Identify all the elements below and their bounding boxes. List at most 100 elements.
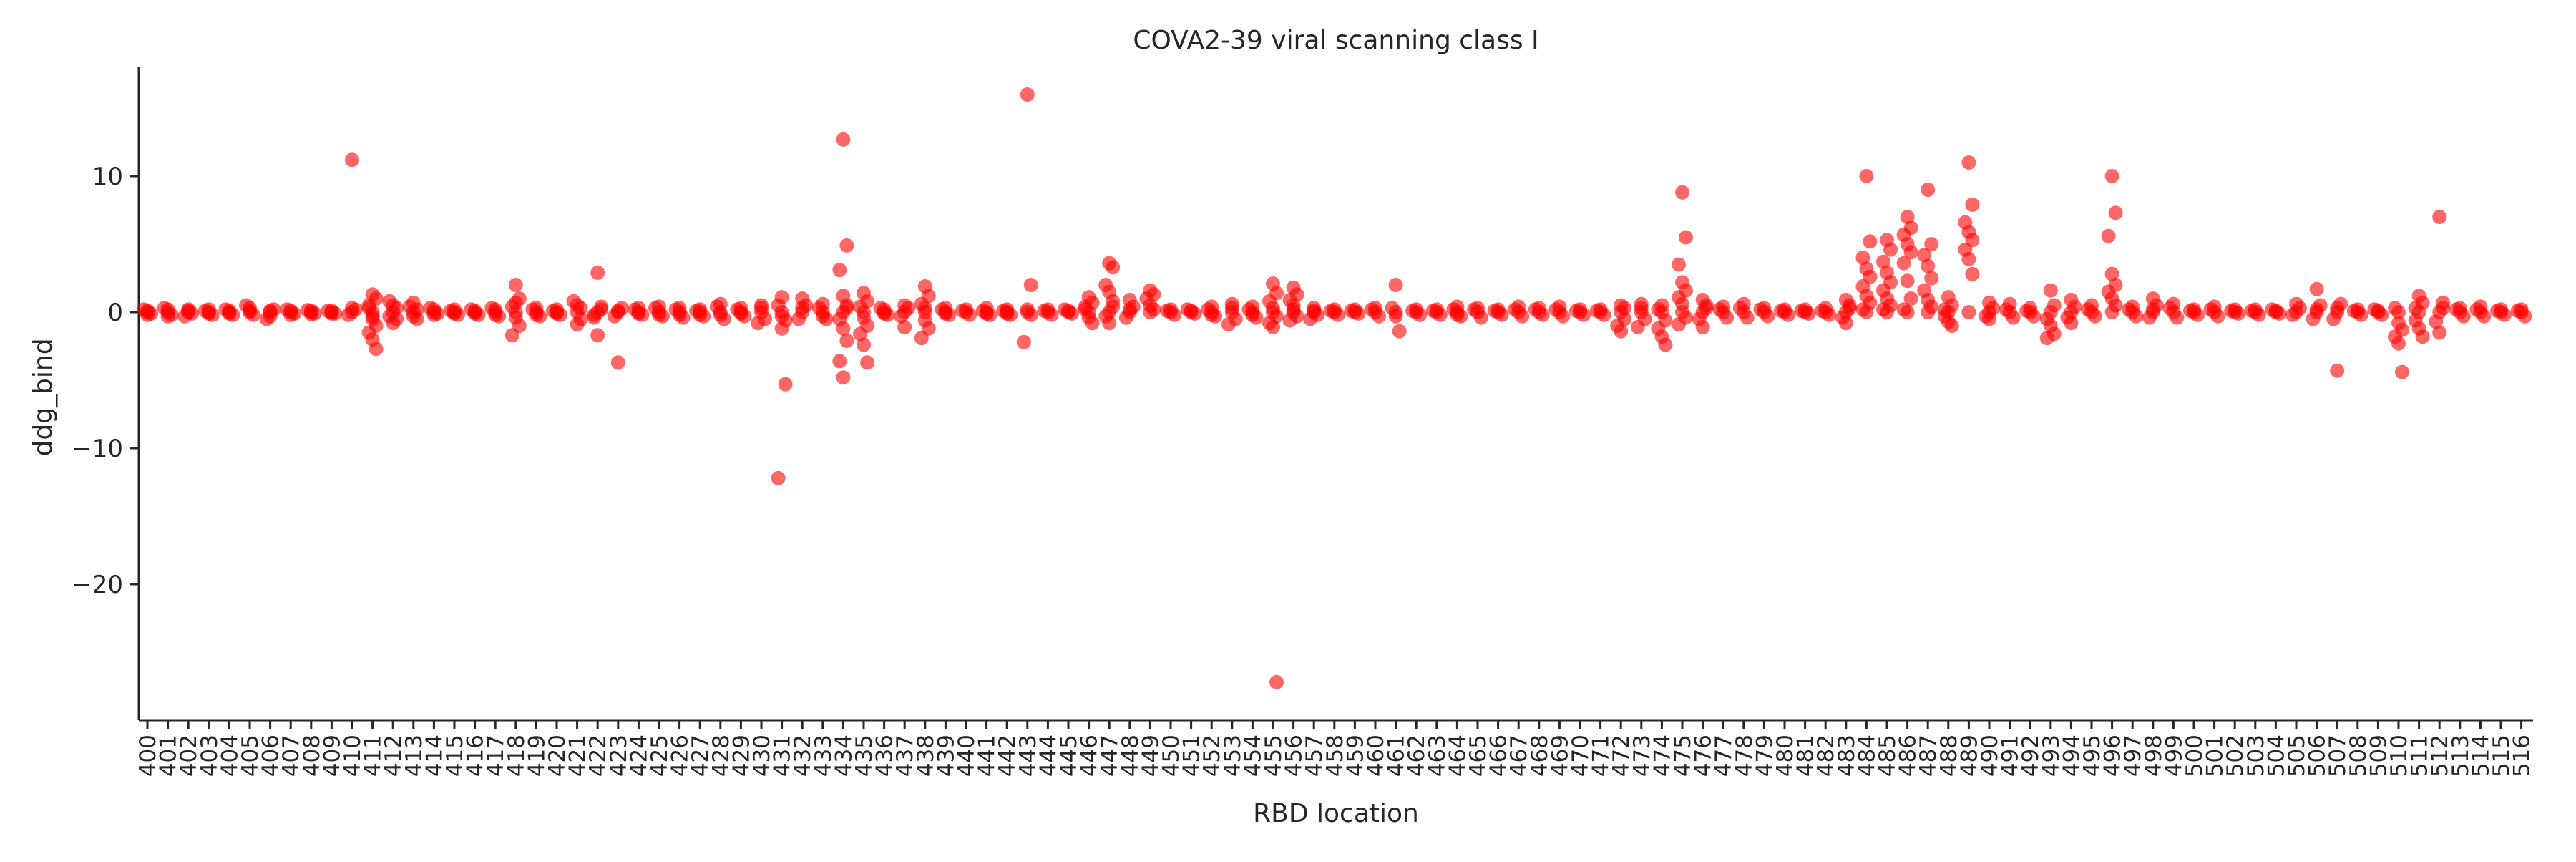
data-point bbox=[2330, 301, 2345, 316]
data-point bbox=[303, 306, 318, 321]
data-point bbox=[979, 306, 994, 321]
x-tick-label: 462 bbox=[1404, 735, 1430, 777]
data-point bbox=[2469, 302, 2484, 317]
data-point bbox=[857, 337, 871, 352]
data-point bbox=[1937, 302, 1952, 317]
data-point bbox=[529, 307, 544, 322]
x-tick-label: 465 bbox=[1465, 735, 1491, 777]
data-point bbox=[1269, 674, 1284, 689]
data-point bbox=[1102, 316, 1117, 331]
data-point bbox=[409, 302, 424, 317]
data-point bbox=[1286, 302, 1301, 317]
data-point bbox=[1900, 210, 1915, 224]
data-point bbox=[1425, 304, 1440, 319]
x-tick-label: 420 bbox=[545, 735, 570, 777]
x-tick-label: 515 bbox=[2489, 735, 2514, 777]
x-tick-label: 478 bbox=[1732, 735, 1757, 777]
data-point bbox=[369, 342, 384, 357]
data-point bbox=[2429, 314, 2444, 329]
data-point bbox=[1732, 301, 1747, 316]
x-tick-label: 450 bbox=[1158, 735, 1184, 777]
x-tick-label: 437 bbox=[892, 735, 918, 777]
data-point bbox=[1961, 305, 1976, 319]
data-point bbox=[1058, 302, 1072, 317]
data-point bbox=[2432, 210, 2447, 224]
data-point bbox=[1838, 316, 1853, 331]
x-tick-label: 473 bbox=[1629, 735, 1655, 777]
data-point bbox=[1365, 302, 1379, 317]
data-point bbox=[1000, 306, 1015, 321]
data-point bbox=[1672, 257, 1686, 272]
x-tick-label: 415 bbox=[442, 735, 468, 777]
x-tick-label: 489 bbox=[1956, 735, 1982, 777]
x-tick-label: 469 bbox=[1547, 735, 1573, 777]
data-point bbox=[1023, 307, 1038, 322]
data-point bbox=[610, 304, 625, 319]
data-point bbox=[894, 309, 909, 324]
x-tick-label: 404 bbox=[217, 735, 243, 777]
data-point bbox=[1855, 251, 1870, 265]
data-point bbox=[839, 238, 854, 253]
data-point bbox=[1589, 304, 1604, 319]
data-point bbox=[2104, 169, 2119, 183]
x-tick-label: 463 bbox=[1425, 735, 1450, 777]
data-point bbox=[160, 309, 175, 324]
x-tick-label: 416 bbox=[463, 735, 489, 777]
data-point bbox=[1679, 230, 1693, 245]
data-point bbox=[2309, 302, 2324, 317]
data-point bbox=[382, 309, 397, 324]
data-point bbox=[1815, 304, 1830, 319]
data-point bbox=[2510, 304, 2525, 319]
data-point bbox=[610, 355, 625, 370]
data-point bbox=[2388, 301, 2402, 316]
data-point bbox=[1569, 304, 1584, 319]
data-point bbox=[1921, 183, 1936, 197]
x-tick-label: 439 bbox=[933, 735, 959, 777]
data-point bbox=[181, 302, 196, 317]
x-tick-label: 443 bbox=[1015, 735, 1041, 777]
data-point bbox=[1672, 317, 1686, 332]
x-tick-label: 475 bbox=[1670, 735, 1696, 777]
x-tick-label: 466 bbox=[1486, 735, 1512, 777]
x-tick-label: 448 bbox=[1118, 735, 1143, 777]
x-tick-label: 451 bbox=[1179, 735, 1205, 777]
data-point bbox=[754, 301, 769, 316]
data-point bbox=[955, 304, 970, 319]
data-point bbox=[263, 304, 278, 319]
x-tick-label: 495 bbox=[2079, 735, 2105, 777]
data-point bbox=[1450, 307, 1465, 322]
data-point bbox=[1695, 319, 1710, 334]
data-point bbox=[1961, 251, 1976, 266]
x-tick-label: 485 bbox=[1875, 735, 1901, 777]
data-point bbox=[795, 301, 810, 316]
x-tick-label: 505 bbox=[2284, 735, 2310, 777]
x-tick-label: 472 bbox=[1609, 735, 1634, 777]
data-point bbox=[1651, 302, 1666, 317]
x-tick-label: 411 bbox=[361, 735, 386, 777]
x-tick-label: 438 bbox=[913, 735, 939, 777]
data-point bbox=[1617, 301, 1632, 316]
data-point bbox=[467, 306, 482, 321]
y-tick-label: 10 bbox=[92, 163, 123, 191]
data-point bbox=[2326, 311, 2341, 326]
data-point bbox=[815, 309, 830, 324]
data-point bbox=[587, 307, 602, 322]
data-point bbox=[2108, 205, 2123, 221]
x-tick-label: 479 bbox=[1752, 735, 1777, 777]
x-tick-label: 433 bbox=[811, 735, 836, 777]
x-tick-label: 427 bbox=[688, 735, 713, 777]
data-point bbox=[2067, 299, 2082, 314]
data-point bbox=[1323, 304, 1338, 319]
x-tick-label: 480 bbox=[1772, 735, 1798, 777]
x-tick-label: 429 bbox=[728, 735, 754, 777]
data-point bbox=[1388, 278, 1403, 292]
x-tick-label: 508 bbox=[2346, 735, 2371, 777]
x-tick-label: 468 bbox=[1527, 735, 1553, 777]
x-tick-label: 422 bbox=[585, 735, 611, 777]
data-point bbox=[447, 306, 462, 321]
data-point bbox=[1548, 302, 1563, 317]
data-point bbox=[570, 317, 585, 332]
x-tick-label: 513 bbox=[2448, 735, 2474, 777]
data-point bbox=[1224, 301, 1239, 316]
